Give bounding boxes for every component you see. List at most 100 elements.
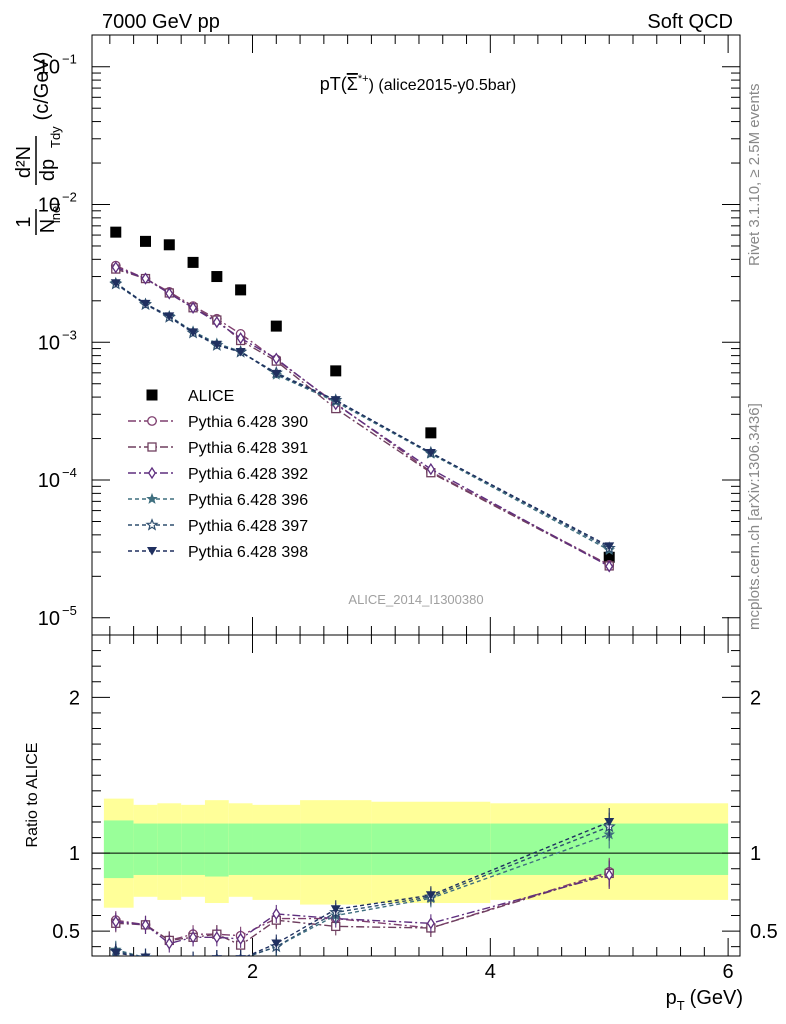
data-point [163,239,175,251]
svg-text:d²N: d²N [13,146,35,178]
stat-uncertainty-band [204,823,229,877]
data-point [164,312,175,321]
data-point [236,332,245,345]
stat-uncertainty-band [103,820,134,879]
data-point [235,347,246,357]
x-tick-label: 2 [247,961,258,983]
ratio-uncertainty-bands [92,798,740,908]
data-point [603,551,615,563]
ratio-y-tick-label-right: 0.5 [750,921,778,943]
legend-marker [146,492,158,504]
legend: ALICE Pythia 6.428 390 Pythia 6.428 391 Pyt… [128,388,308,561]
data-point [111,261,120,274]
series-alice [110,226,615,563]
legend-label: Pythia 6.428 398 [188,544,308,561]
stat-uncertainty-band [228,823,253,875]
ratio-data-point [165,937,174,950]
data-point [425,449,436,458]
data-point [272,352,281,365]
data-point [110,279,121,288]
ratio-y-tick-label: 2 [69,687,80,709]
stat-uncertainty-band [252,823,301,875]
x-axis-label: pT (GeV) [666,987,743,1013]
ratio-y-tick-label: 0.5 [52,921,80,943]
ratio-data-point [111,915,120,928]
ratio-data-point [426,917,435,930]
ratio-data-point [140,953,151,956]
main-series-group [109,226,616,573]
data-point [235,284,247,296]
data-point [211,340,222,350]
svg-text:dp: dp [37,159,59,181]
y-tick-label: 10 [38,57,60,79]
data-point [270,320,282,332]
ratio-data-point [141,918,150,932]
data-point [188,328,199,337]
y-tick-label: 10 [38,608,60,630]
legend-label: Pythia 6.428 392 [188,466,308,483]
legend-label: ALICE [188,388,234,405]
data-point [605,560,614,573]
data-point [165,287,174,300]
ratio-series-group [109,807,616,970]
data-point [212,315,221,329]
data-point [604,542,615,551]
ratio-data-point [604,817,615,827]
main-title: pT(Σ*+) (alice2015-y0.5bar) [320,73,516,94]
svg-text:inel: inel [48,203,63,223]
ratio-data-point [188,957,198,966]
data-point [330,365,342,377]
ratio-y-tick-label: 1 [69,843,80,865]
y-tick-label-exponent: −2 [62,190,77,205]
series-pythia-6-428-398 [110,279,615,551]
y-tick-label: 10 [38,332,60,354]
analysis-watermark: ALICE_2014_I1300380 [348,592,483,607]
ratio-y-tick-label-right: 2 [750,687,761,709]
legend-marker [147,547,157,556]
legend-label: Pythia 6.428 397 [188,518,308,535]
ratio-data-point [236,932,245,946]
ratio-data-point [605,868,614,882]
series-pythia-6-428-391 [111,264,614,571]
ratio-data-point [192,953,194,956]
ratio-data-point [189,931,198,944]
y-tick-label: 10 [38,195,60,217]
stat-uncertainty-band [300,823,372,875]
ratio-data-point [272,907,281,921]
legend-marker [147,416,157,426]
data-point [271,369,282,379]
ratio-data-point [211,955,222,956]
main-y-axis-label: 1 N inel d²N dp Tdy (c/GeV) [13,52,63,235]
ratio-data-point [330,905,341,914]
y-tick-label-exponent: −3 [62,327,77,342]
data-point [187,256,199,268]
mcplots-source-label: mcplots.cern.ch [arXiv:1306.3436] [746,403,763,630]
ratio-data-point [164,960,174,970]
y-tick-label-exponent: −1 [62,52,77,67]
data-point [330,396,341,405]
data-point [110,226,122,238]
legend-label: Pythia 6.428 390 [188,414,308,431]
ratio-frame [91,634,741,957]
stat-uncertainty-band [133,823,158,875]
ratio-axis-ticks: 0.5 0.5 1 1 2 2 2 4 6 [52,635,778,983]
ratio-series-pythia-6-428-398 [110,807,615,970]
svg-text:(c/GeV): (c/GeV) [31,52,53,121]
y-tick-label-exponent: −5 [62,603,77,618]
series-line [115,282,610,548]
series-line [115,264,610,566]
rivet-version-label: Rivet 3.1.10, ≥ 2.5M events [746,83,763,267]
series-pythia-6-428-392 [111,261,614,573]
ratio-series-line [115,826,610,956]
ratio-data-point [110,948,121,956]
data-point [140,299,151,309]
ratio-data-point [164,960,174,970]
series-pythia-6-428-396 [109,276,615,556]
svg-text:1: 1 [13,216,35,227]
stat-uncertainty-band [371,823,491,875]
ratio-data-point [164,961,174,970]
ratio-series-line [115,874,610,945]
stat-uncertainty-band [181,823,205,875]
ratio-y-axis-label: Ratio to ALICE [24,743,41,848]
